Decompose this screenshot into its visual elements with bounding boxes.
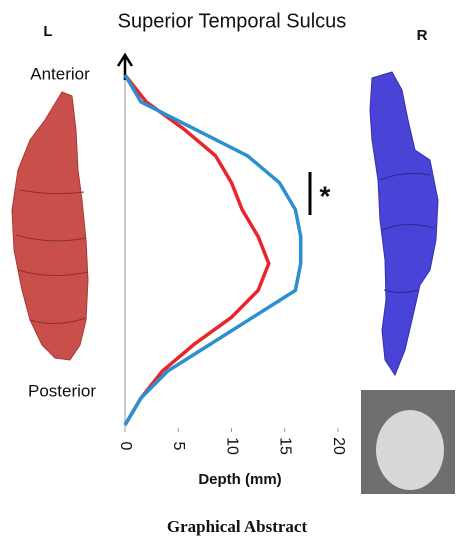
surface-fold — [379, 172, 435, 293]
hemisphere-label: L — [43, 23, 52, 40]
x-axis-label: Depth (mm) — [198, 471, 281, 488]
hemisphere-label: R — [417, 27, 428, 44]
caption: Graphical Abstract — [167, 517, 308, 536]
chart-title: Superior Temporal Sulcus — [118, 10, 347, 32]
bottom-label: Posterior — [28, 381, 96, 400]
x-tick-label: 20 — [330, 437, 347, 455]
x-tick-label: 10 — [223, 437, 240, 455]
depth-line — [123, 73, 271, 426]
top-label: Anterior — [30, 64, 90, 83]
right-sts-surface — [369, 71, 439, 377]
x-tick-label: 0 — [117, 442, 134, 451]
depth-line — [123, 74, 303, 426]
significance-star: * — [320, 180, 331, 211]
surface-fold — [15, 189, 89, 324]
x-tick-label: 15 — [277, 437, 294, 455]
left-sts-surface — [11, 91, 89, 361]
infant-face — [376, 410, 444, 490]
x-tick-label: 5 — [170, 442, 187, 451]
